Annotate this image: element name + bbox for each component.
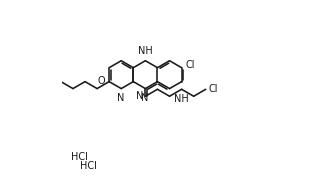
Text: HCl: HCl bbox=[80, 161, 97, 171]
Text: Cl: Cl bbox=[209, 84, 218, 94]
Text: HCl: HCl bbox=[72, 152, 88, 161]
Text: N: N bbox=[136, 91, 143, 101]
Text: NH: NH bbox=[174, 94, 189, 104]
Text: N: N bbox=[141, 93, 148, 103]
Text: N: N bbox=[117, 93, 124, 103]
Text: Cl: Cl bbox=[185, 60, 195, 70]
Text: NH: NH bbox=[138, 46, 153, 57]
Text: O: O bbox=[97, 76, 105, 86]
